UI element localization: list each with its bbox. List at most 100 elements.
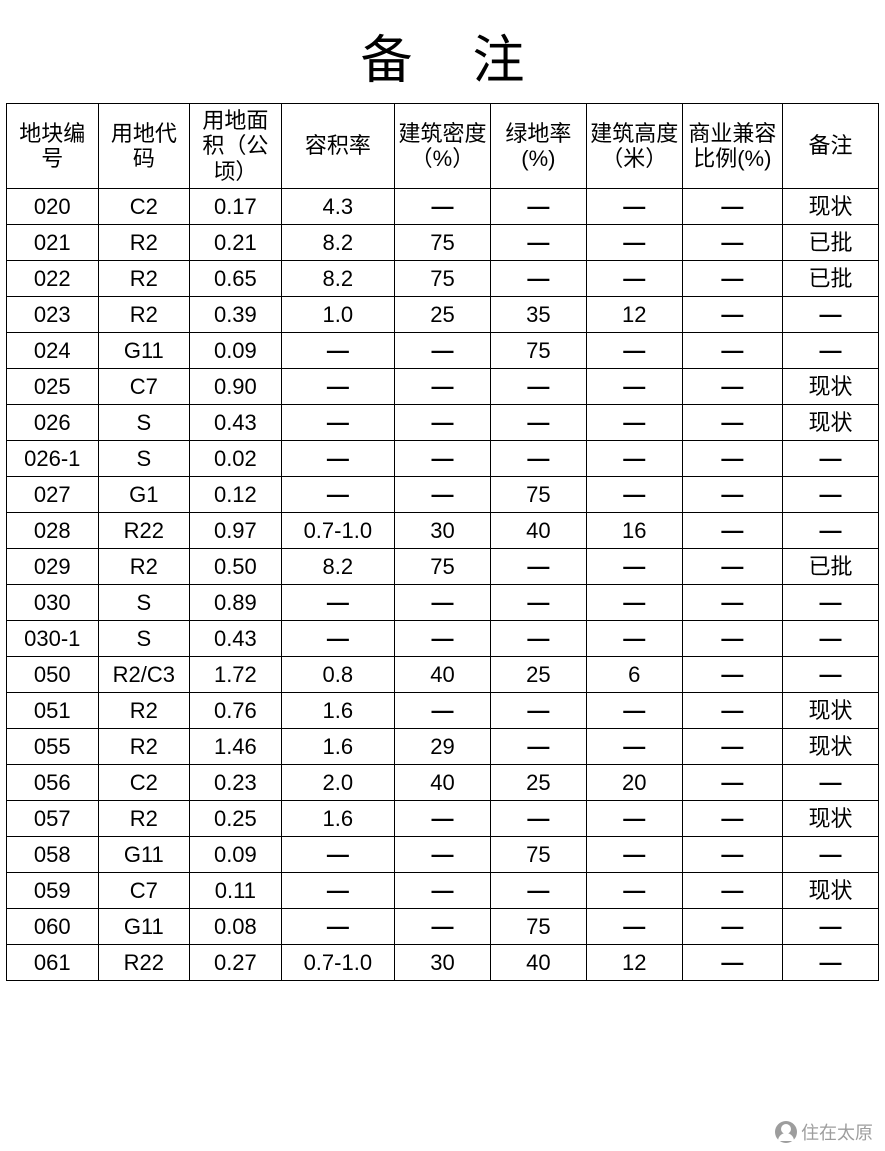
table-cell: R2 bbox=[98, 296, 190, 332]
land-data-table: 地块编号 用地代码 用地面积（公顷） 容积率 建筑密度（%） 绿地率(%) 建筑… bbox=[6, 103, 879, 981]
table-cell: 023 bbox=[7, 296, 99, 332]
table-cell: 25 bbox=[490, 656, 586, 692]
table-cell: 8.2 bbox=[281, 260, 394, 296]
table-cell: 75 bbox=[490, 332, 586, 368]
table-cell: — bbox=[490, 728, 586, 764]
table-cell: — bbox=[682, 332, 782, 368]
table-cell: 40 bbox=[395, 656, 491, 692]
table-cell: 022 bbox=[7, 260, 99, 296]
table-cell: G11 bbox=[98, 332, 190, 368]
table-cell: — bbox=[682, 908, 782, 944]
table-cell: 030 bbox=[7, 584, 99, 620]
table-cell: C2 bbox=[98, 764, 190, 800]
table-cell: 25 bbox=[490, 764, 586, 800]
table-cell: 056 bbox=[7, 764, 99, 800]
table-cell: 0.08 bbox=[190, 908, 282, 944]
table-cell: — bbox=[490, 548, 586, 584]
table-cell: 0.09 bbox=[190, 836, 282, 872]
table-cell: — bbox=[782, 944, 878, 980]
table-cell: 0.7-1.0 bbox=[281, 944, 394, 980]
table-cell: 1.6 bbox=[281, 728, 394, 764]
table-body: 020C20.174.3————现状021R20.218.275———已批022… bbox=[7, 188, 879, 980]
table-row: 021R20.218.275———已批 bbox=[7, 224, 879, 260]
table-cell: R2 bbox=[98, 692, 190, 728]
table-cell: — bbox=[586, 800, 682, 836]
table-cell: 0.89 bbox=[190, 584, 282, 620]
table-cell: — bbox=[682, 620, 782, 656]
table-cell: — bbox=[395, 620, 491, 656]
table-cell: — bbox=[682, 944, 782, 980]
table-cell: 027 bbox=[7, 476, 99, 512]
table-cell: — bbox=[281, 332, 394, 368]
table-cell: R22 bbox=[98, 944, 190, 980]
table-cell: 已批 bbox=[782, 548, 878, 584]
table-cell: 0.12 bbox=[190, 476, 282, 512]
table-cell: — bbox=[281, 836, 394, 872]
table-cell: 现状 bbox=[782, 800, 878, 836]
table-cell: — bbox=[395, 368, 491, 404]
table-cell: 1.6 bbox=[281, 692, 394, 728]
table-cell: 029 bbox=[7, 548, 99, 584]
table-cell: S bbox=[98, 440, 190, 476]
table-cell: — bbox=[395, 476, 491, 512]
table-cell: — bbox=[586, 692, 682, 728]
table-cell: 75 bbox=[395, 260, 491, 296]
table-cell: 已批 bbox=[782, 224, 878, 260]
table-cell: — bbox=[682, 548, 782, 584]
table-cell: 4.3 bbox=[281, 188, 394, 224]
table-cell: R2 bbox=[98, 224, 190, 260]
table-cell: — bbox=[782, 512, 878, 548]
table-cell: 030-1 bbox=[7, 620, 99, 656]
table-cell: — bbox=[395, 404, 491, 440]
table-cell: — bbox=[395, 800, 491, 836]
table-cell: 057 bbox=[7, 800, 99, 836]
table-cell: — bbox=[281, 620, 394, 656]
table-cell: — bbox=[682, 764, 782, 800]
table-cell: 现状 bbox=[782, 368, 878, 404]
table-cell: 1.46 bbox=[190, 728, 282, 764]
table-row: 022R20.658.275———已批 bbox=[7, 260, 879, 296]
table-row: 051R20.761.6————现状 bbox=[7, 692, 879, 728]
col-header-remark: 备注 bbox=[782, 104, 878, 189]
table-row: 061R220.270.7-1.0304012—— bbox=[7, 944, 879, 980]
table-cell: R2 bbox=[98, 800, 190, 836]
table-cell: 75 bbox=[395, 548, 491, 584]
table-cell: — bbox=[395, 872, 491, 908]
table-cell: 0.8 bbox=[281, 656, 394, 692]
table-cell: 已批 bbox=[782, 260, 878, 296]
table-cell: 0.27 bbox=[190, 944, 282, 980]
table-cell: 0.02 bbox=[190, 440, 282, 476]
table-cell: 现状 bbox=[782, 404, 878, 440]
table-cell: 0.50 bbox=[190, 548, 282, 584]
col-header-far: 容积率 bbox=[281, 104, 394, 189]
table-cell: 028 bbox=[7, 512, 99, 548]
table-cell: 现状 bbox=[782, 872, 878, 908]
wechat-icon bbox=[775, 1121, 797, 1143]
table-row: 023R20.391.0253512—— bbox=[7, 296, 879, 332]
col-header-commercial: 商业兼容比例(%) bbox=[682, 104, 782, 189]
table-cell: 75 bbox=[490, 476, 586, 512]
table-row: 027G10.12——75——— bbox=[7, 476, 879, 512]
table-cell: — bbox=[682, 368, 782, 404]
table-row: 025C70.90—————现状 bbox=[7, 368, 879, 404]
table-cell: — bbox=[682, 512, 782, 548]
table-cell: — bbox=[682, 656, 782, 692]
table-cell: — bbox=[490, 368, 586, 404]
table-row: 020C20.174.3————现状 bbox=[7, 188, 879, 224]
table-cell: — bbox=[682, 404, 782, 440]
table-cell: 0.23 bbox=[190, 764, 282, 800]
table-cell: 026-1 bbox=[7, 440, 99, 476]
table-cell: — bbox=[682, 800, 782, 836]
table-cell: — bbox=[682, 224, 782, 260]
table-cell: — bbox=[586, 260, 682, 296]
table-cell: 060 bbox=[7, 908, 99, 944]
table-row: 060G110.08——75——— bbox=[7, 908, 879, 944]
table-cell: — bbox=[490, 224, 586, 260]
watermark-text: 住在太原 bbox=[801, 1119, 873, 1145]
table-cell: — bbox=[782, 620, 878, 656]
table-cell: — bbox=[782, 584, 878, 620]
table-cell: — bbox=[490, 872, 586, 908]
col-header-land-code: 用地代码 bbox=[98, 104, 190, 189]
table-container: 地块编号 用地代码 用地面积（公顷） 容积率 建筑密度（%） 绿地率(%) 建筑… bbox=[0, 103, 885, 981]
page-title: 备注 bbox=[0, 0, 885, 103]
